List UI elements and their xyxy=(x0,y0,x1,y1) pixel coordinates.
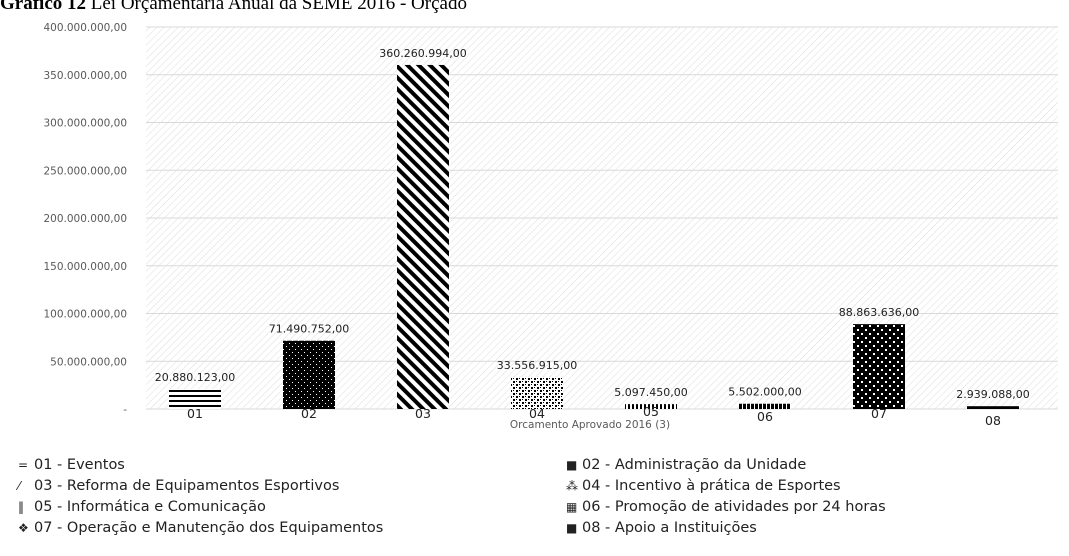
legend-item-8: ■ 08 - Apoio a Instituições xyxy=(566,520,757,536)
x-tick-label-07: 07 xyxy=(871,406,887,421)
y-tick-label: 300.000.000,00 xyxy=(44,118,128,130)
legend-swatch-icon: ■ xyxy=(566,521,578,535)
bar-05 xyxy=(625,404,677,409)
legend-item-2: ■ 02 - Administração da Unidade xyxy=(566,457,806,473)
y-tick-label: 200.000.000,00 xyxy=(44,213,128,225)
x-axis-label: Orcamento Aprovado 2016 (3) xyxy=(510,419,670,431)
legend-label: 02 - Administração da Unidade xyxy=(582,457,807,473)
grid-lines xyxy=(146,26,1058,410)
legend-swatch-icon: ‖ xyxy=(18,500,24,514)
x-tick-label-03: 03 xyxy=(415,406,431,421)
bar-08 xyxy=(967,406,1019,409)
legend-label: 05 - Informática e Comunicação xyxy=(34,499,266,515)
legend-swatch-icon: = xyxy=(18,458,29,472)
legend-label: 06 - Promoção de atividades por 24 horas xyxy=(582,499,886,515)
bar-06 xyxy=(739,403,791,409)
legend-item-1: = 01 - Eventos xyxy=(18,457,125,473)
value-label-04: 33.556.915,00 xyxy=(497,359,577,372)
legend-label: 01 - Eventos xyxy=(34,457,125,473)
y-tick-label: - xyxy=(123,404,127,416)
legend-swatch-icon: ❖ xyxy=(18,521,29,535)
legend-item-5: ‖ 05 - Informática e Comunicação xyxy=(18,499,266,515)
x-tick-label-06: 06 xyxy=(757,409,773,424)
legend-swatch-icon: ⁂ xyxy=(566,479,578,493)
y-axis: - 50.000.000,00 100.000.000,00 150.000.000,… xyxy=(44,22,128,416)
x-tick-label-02: 02 xyxy=(301,406,317,421)
legend-item-4: ⁂ 04 - Incentivo à prática de Esportes xyxy=(566,478,841,494)
legend-item-6: ▦ 06 - Promoção de atividades por 24 hora… xyxy=(566,499,886,515)
legend-label: 08 - Apoio a Instituições xyxy=(582,520,757,536)
y-tick-label: 400.000.000,00 xyxy=(44,22,128,34)
value-label-06: 5.502.000,00 xyxy=(728,386,801,399)
bar-01 xyxy=(169,389,221,409)
chart-title-text: Lei Orçamentária Anual da SEME 2016 - Or… xyxy=(86,0,467,14)
bars xyxy=(169,64,1019,410)
x-tick-label-08: 08 xyxy=(985,413,1001,428)
value-label-08: 2.939.088,00 xyxy=(956,388,1029,401)
value-label-01: 20.880.123,00 xyxy=(155,371,235,384)
x-axis: 01 02 03 04 05 06 07 08 xyxy=(187,404,1001,428)
x-tick-label-04: 04 xyxy=(529,406,545,421)
y-tick-label: 150.000.000,00 xyxy=(44,261,128,273)
bar-03 xyxy=(397,64,449,410)
legend-swatch-icon: ■ xyxy=(566,458,578,472)
legend-item-7: ❖ 07 - Operação e Manutenção dos Equipame… xyxy=(18,520,383,536)
legend-label: 03 - Reforma de Equipamentos Esportivos xyxy=(34,478,340,494)
value-label-07: 88.863.636,00 xyxy=(839,306,919,319)
legend-label: 07 - Operação e Manutenção dos Equipamen… xyxy=(34,520,384,536)
value-label-05: 5.097.450,00 xyxy=(614,386,687,399)
bar-04 xyxy=(511,376,563,409)
chart-title: Gráfico 12 Lei Orçamentária Anual da SEM… xyxy=(0,0,467,17)
value-label-03: 360.260.994,00 xyxy=(379,47,466,60)
x-tick-label-05: 05 xyxy=(643,404,659,419)
legend-label: 04 - Incentivo à prática de Esportes xyxy=(582,478,841,494)
y-tick-label: 350.000.000,00 xyxy=(44,70,128,82)
y-tick-label: 50.000.000,00 xyxy=(50,356,127,368)
value-labels: 20.880.123,00 71.490.752,00 360.260.994,00… xyxy=(155,47,1030,401)
legend-swatch-icon: ▦ xyxy=(566,500,578,514)
chart-title-number: Gráfico 12 xyxy=(0,0,87,14)
x-tick-label-01: 01 xyxy=(187,406,203,421)
bar-02 xyxy=(283,340,335,409)
y-tick-label: 250.000.000,00 xyxy=(44,165,128,177)
legend-swatch-icon: ⁄ xyxy=(18,479,21,493)
legend-item-3: ⁄ 03 - Reforma de Equipamentos Esportivos xyxy=(18,478,339,494)
bar-07 xyxy=(853,324,905,409)
value-label-02: 71.490.752,00 xyxy=(269,323,349,336)
y-tick-label: 100.000.000,00 xyxy=(44,309,128,321)
